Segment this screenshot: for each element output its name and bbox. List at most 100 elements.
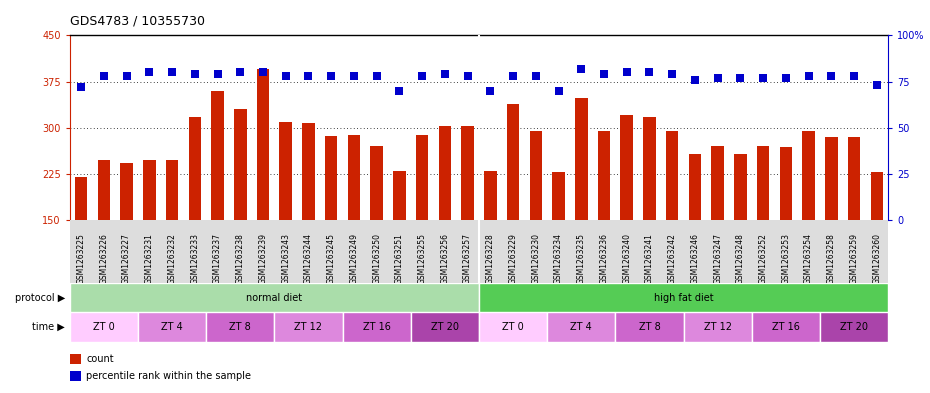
Bar: [507, 104, 519, 220]
Text: ZT 8: ZT 8: [639, 322, 660, 332]
Bar: [416, 135, 429, 220]
Point: [97, 73, 112, 79]
Bar: [598, 131, 610, 220]
Point: [256, 69, 271, 75]
Bar: [552, 172, 565, 220]
Point: [596, 71, 611, 77]
Bar: [484, 171, 497, 220]
Point: [551, 88, 566, 94]
Text: ZT 4: ZT 4: [161, 322, 183, 332]
Bar: [143, 160, 155, 220]
Text: time ▶: time ▶: [33, 322, 65, 332]
Bar: [393, 171, 405, 220]
Point: [824, 73, 839, 79]
Point: [801, 73, 816, 79]
Point: [165, 69, 179, 75]
Point: [642, 69, 657, 75]
Point: [119, 73, 134, 79]
Text: high fat diet: high fat diet: [654, 293, 713, 303]
Bar: [189, 117, 201, 220]
Point: [460, 73, 475, 79]
Bar: [870, 172, 883, 220]
Point: [142, 69, 157, 75]
Text: ZT 4: ZT 4: [570, 322, 592, 332]
Bar: [370, 146, 383, 220]
Point: [733, 75, 748, 81]
Bar: [825, 137, 838, 220]
Text: normal diet: normal diet: [246, 293, 302, 303]
Point: [687, 77, 702, 83]
Bar: [803, 131, 815, 220]
Text: count: count: [86, 354, 114, 364]
Point: [665, 71, 680, 77]
Text: GDS4783 / 10355730: GDS4783 / 10355730: [70, 15, 205, 28]
Text: ZT 8: ZT 8: [230, 322, 251, 332]
Point: [187, 71, 202, 77]
Bar: [302, 123, 314, 220]
Bar: [138, 312, 206, 342]
Bar: [644, 117, 656, 220]
Bar: [757, 146, 769, 220]
Point: [73, 84, 88, 90]
Bar: [666, 131, 678, 220]
Point: [528, 73, 543, 79]
Bar: [98, 160, 110, 220]
Point: [778, 75, 793, 81]
Text: ZT 20: ZT 20: [431, 322, 458, 332]
Point: [574, 66, 589, 72]
Bar: [529, 131, 542, 220]
Bar: [479, 283, 888, 312]
Bar: [411, 312, 479, 342]
Text: ZT 12: ZT 12: [704, 322, 732, 332]
Bar: [211, 91, 224, 220]
Point: [232, 69, 247, 75]
Bar: [616, 312, 684, 342]
Point: [870, 82, 884, 88]
Bar: [751, 312, 820, 342]
Text: ZT 16: ZT 16: [772, 322, 800, 332]
Bar: [234, 109, 246, 220]
Bar: [274, 312, 342, 342]
Bar: [70, 312, 138, 342]
Bar: [547, 312, 616, 342]
Bar: [120, 163, 133, 220]
Bar: [688, 154, 701, 220]
Point: [483, 88, 498, 94]
Bar: [257, 69, 269, 220]
Bar: [711, 146, 724, 220]
Text: ZT 16: ZT 16: [363, 322, 391, 332]
Text: ZT 12: ZT 12: [295, 322, 323, 332]
Point: [324, 73, 339, 79]
Text: percentile rank within the sample: percentile rank within the sample: [86, 371, 251, 381]
Point: [506, 73, 521, 79]
Bar: [439, 126, 451, 220]
Point: [210, 71, 225, 77]
Point: [301, 73, 316, 79]
Bar: [206, 312, 274, 342]
Text: ZT 20: ZT 20: [840, 322, 868, 332]
Point: [756, 75, 771, 81]
Bar: [779, 147, 792, 220]
Bar: [279, 121, 292, 220]
Point: [711, 75, 725, 81]
Bar: [848, 137, 860, 220]
Bar: [348, 135, 360, 220]
Bar: [74, 177, 87, 220]
Text: protocol ▶: protocol ▶: [15, 293, 65, 303]
Point: [619, 69, 634, 75]
Text: ZT 0: ZT 0: [93, 322, 114, 332]
Bar: [684, 312, 751, 342]
Point: [846, 73, 861, 79]
Text: ZT 0: ZT 0: [502, 322, 524, 332]
Bar: [479, 312, 547, 342]
Bar: [166, 160, 179, 220]
Bar: [342, 312, 411, 342]
Bar: [325, 136, 338, 220]
Bar: [820, 312, 888, 342]
Bar: [461, 126, 473, 220]
Point: [415, 73, 430, 79]
Bar: [70, 283, 479, 312]
Point: [437, 71, 452, 77]
Point: [369, 73, 384, 79]
Bar: [734, 154, 747, 220]
